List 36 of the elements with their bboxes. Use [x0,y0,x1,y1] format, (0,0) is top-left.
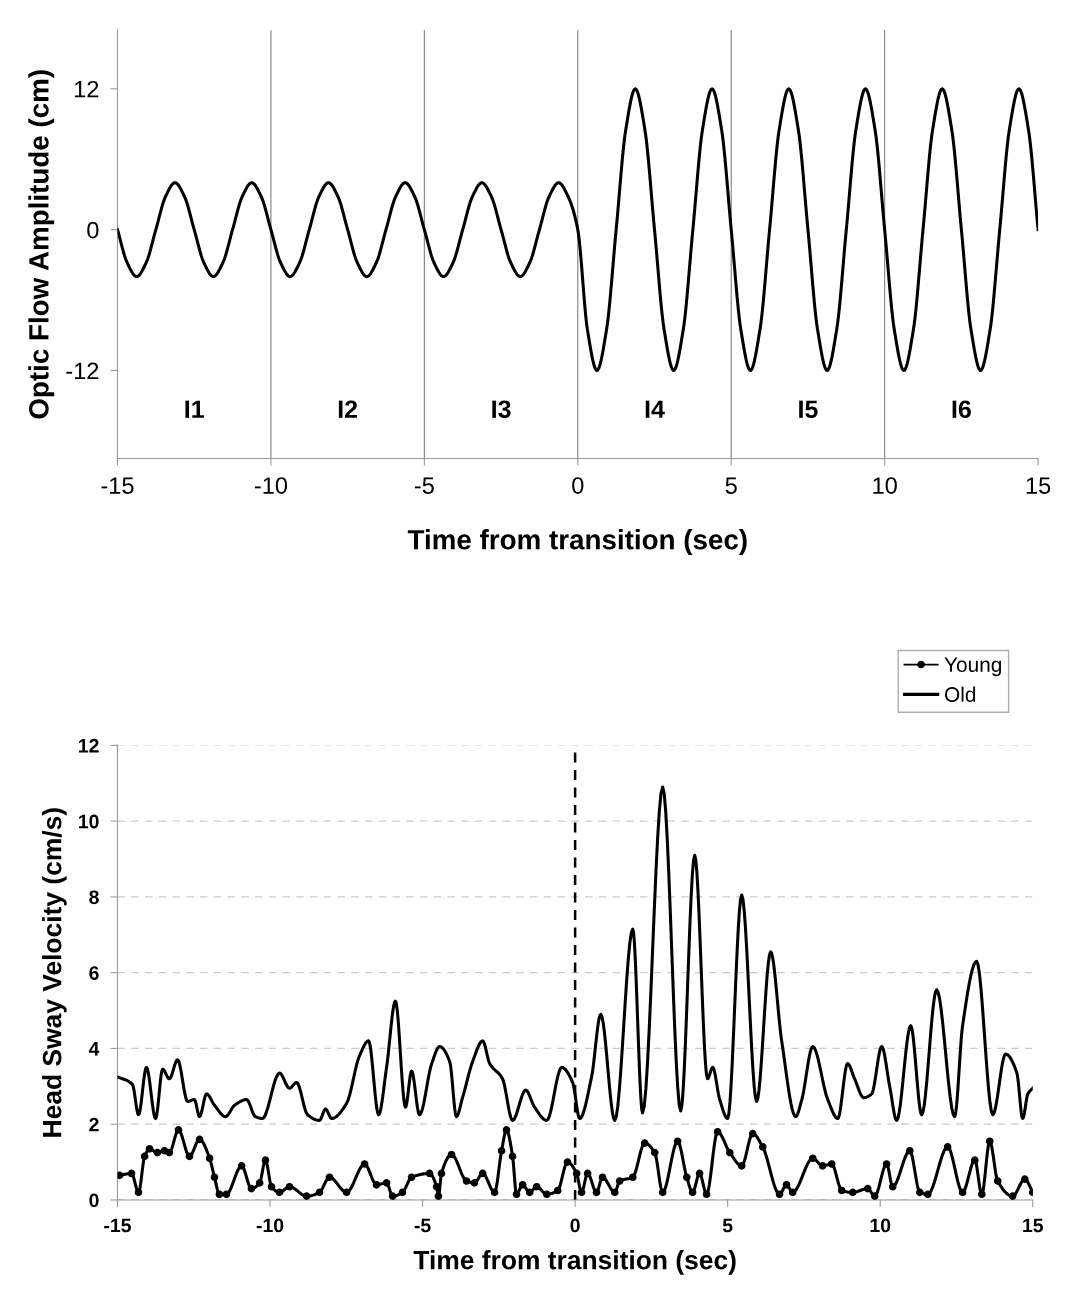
x-tick-label: 15 [1026,477,1051,494]
x-axis-title: Time from transition (sec) [413,1250,736,1275]
legend-label: Young [944,657,1002,677]
y-axis-title: Optic Flow Amplitude (cm) [28,70,55,419]
y-tick-label: 0 [87,221,99,239]
annotation: I6 [952,400,971,419]
annotation: I2 [338,400,358,418]
x-tick-label: -10 [256,1218,284,1233]
y-tick-label: 2 [89,1117,99,1132]
x-tick-label: 0 [570,1218,580,1233]
y-tick-label: 0 [89,1193,99,1208]
legend-label: Old [945,686,976,702]
x-tick-label: -5 [414,1218,431,1233]
y-tick-label: 12 [74,80,99,98]
x-tick-label: 5 [722,1218,733,1233]
y-tick-label: 6 [89,966,99,980]
x-tick-label: -15 [104,1218,131,1233]
x-tick-label: 0 [572,477,584,494]
annotation: I3 [492,400,511,419]
x-tick-label: -15 [101,477,134,494]
x-tick-label: 15 [1023,1218,1044,1233]
annotation: I5 [799,400,818,419]
y-tick-label: 10 [79,814,99,829]
y-tick-label: 12 [79,738,99,753]
x-tick-label: 5 [725,477,737,494]
y-tick-label: 4 [88,1042,100,1056]
x-tick-label: -5 [414,477,434,494]
annotation: I1 [185,400,204,418]
annotation: I4 [645,400,665,418]
y-tick-label: -12 [66,362,99,380]
x-tick-label: 10 [873,477,897,494]
x-tick-label: 10 [870,1218,891,1233]
x-tick-label: -10 [254,477,288,494]
y-axis-title: Head Sway Velocity (cm/s) [42,808,67,1137]
y-tick-label: 8 [89,890,99,905]
x-axis-title: Time from transition (sec) [407,529,747,556]
